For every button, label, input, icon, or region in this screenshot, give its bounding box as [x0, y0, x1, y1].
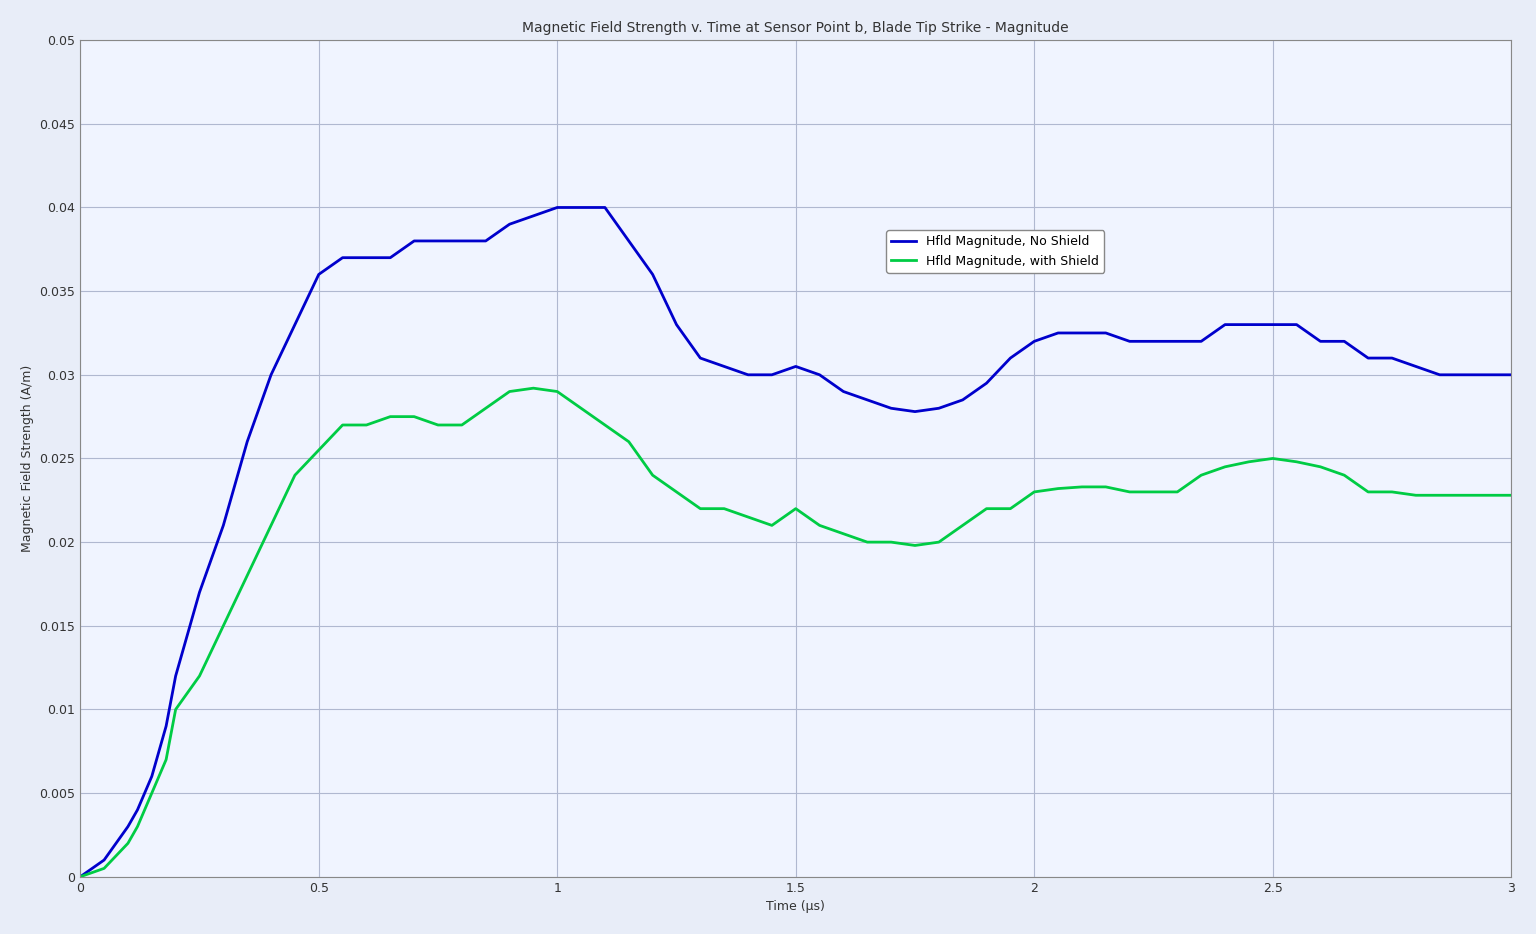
Hfld Magnitude, with Shield [1478, 489, 1496, 501]
Line: Hfld Magnitude, No Shield: Hfld Magnitude, No Shield [80, 207, 1511, 877]
Hfld Magnitude, No Shield [1502, 369, 1521, 380]
Title: Magnetic Field Strength v. Time at Sensor Point b, Blade Tip Strike - Magnitude: Magnetic Field Strength v. Time at Senso… [522, 21, 1069, 35]
Hfld Magnitude, No Shield [786, 361, 805, 372]
Hfld Magnitude, No Shield [739, 369, 757, 380]
Hfld Magnitude, with Shield [1502, 489, 1521, 501]
Hfld Magnitude, No Shield [71, 871, 89, 883]
Y-axis label: Magnetic Field Strength (A/m): Magnetic Field Strength (A/m) [22, 365, 34, 552]
Hfld Magnitude, with Shield [786, 503, 805, 515]
Hfld Magnitude, with Shield [71, 871, 89, 883]
Hfld Magnitude, with Shield [1072, 481, 1091, 492]
Hfld Magnitude, No Shield [1478, 369, 1496, 380]
Hfld Magnitude, No Shield [429, 235, 447, 247]
Line: Hfld Magnitude, with Shield: Hfld Magnitude, with Shield [80, 389, 1511, 877]
Hfld Magnitude, No Shield [548, 202, 567, 213]
Hfld Magnitude, No Shield [476, 235, 495, 247]
X-axis label: Time (μs): Time (μs) [766, 900, 825, 913]
Hfld Magnitude, with Shield [476, 403, 495, 414]
Hfld Magnitude, with Shield [524, 383, 542, 394]
Hfld Magnitude, with Shield [429, 419, 447, 431]
Hfld Magnitude, with Shield [739, 512, 757, 523]
Legend: Hfld Magnitude, No Shield, Hfld Magnitude, with Shield: Hfld Magnitude, No Shield, Hfld Magnitud… [886, 231, 1104, 273]
Hfld Magnitude, No Shield [1072, 327, 1091, 338]
